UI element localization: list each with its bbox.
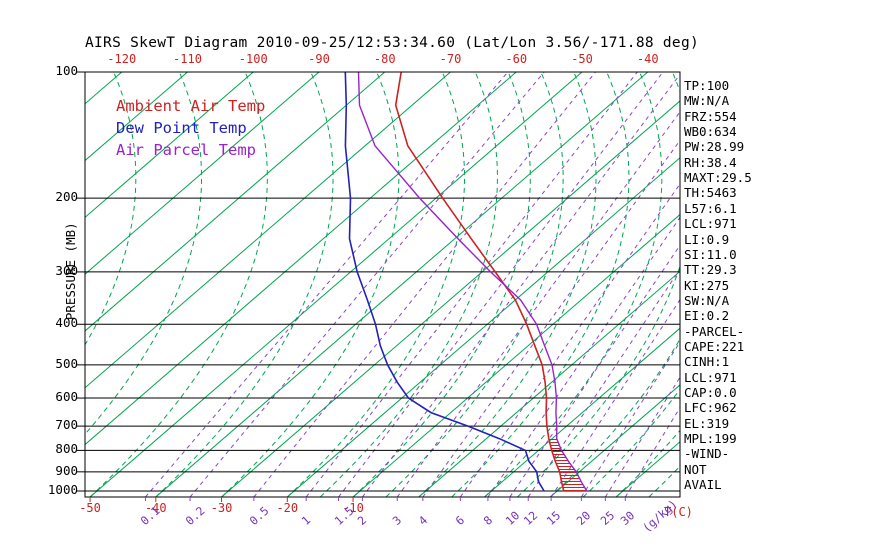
moist-adiabat-lines <box>85 72 680 497</box>
pressure-tick-label: 500 <box>55 355 78 371</box>
pressure-tick-label: 100 <box>55 63 78 78</box>
top-temp-label: -100 <box>238 52 268 66</box>
stat-line: LFC:962 <box>684 400 737 416</box>
top-temp-label: -80 <box>373 52 396 66</box>
top-temp-label: -60 <box>505 52 528 66</box>
stat-line: MAXT:29.5 <box>684 170 752 186</box>
pressure-tick-label: 200 <box>55 189 78 205</box>
chart-title: AIRS SkewT Diagram 2010-09-25/12:53:34.6… <box>85 35 700 51</box>
bottom-temp-label: -50 <box>79 501 101 515</box>
stat-line: LCL:971 <box>684 369 737 385</box>
stat-line: TT:29.3 <box>684 262 737 278</box>
stat-line: LCL:971 <box>684 216 737 232</box>
cape-hatch-region <box>548 438 587 491</box>
stat-line: EI:0.2 <box>684 308 730 324</box>
stat-line: SW:N/A <box>684 292 730 308</box>
bottom-temp-label: -10 <box>342 501 364 515</box>
top-temp-label: -40 <box>636 52 659 66</box>
pressure-tick-label: 600 <box>55 389 78 405</box>
stat-line: TH:5463 <box>684 185 737 201</box>
stat-line: LI:0.9 <box>684 231 730 247</box>
pressure-tick-label: 700 <box>55 417 78 433</box>
stat-line: KI:275 <box>684 277 730 293</box>
stat-line: L57:6.1 <box>684 200 737 216</box>
pressure-tick-label: 800 <box>55 441 78 457</box>
pressure-tick-label: 300 <box>55 262 78 278</box>
stat-line: -PARCEL- <box>684 323 745 339</box>
stat-line: TP:100 <box>684 78 730 93</box>
stat-line: -WIND- <box>684 446 730 462</box>
top-temp-label: -90 <box>308 52 330 66</box>
bottom-temp-label: -40 <box>144 501 167 515</box>
stat-line: FRZ:554 <box>684 108 737 124</box>
stat-line: CAP:0.0 <box>684 385 737 400</box>
top-temp-label: -110 <box>173 52 202 66</box>
stat-line: SI:11.0 <box>684 246 737 262</box>
stat-line: WB0:634 <box>684 124 737 140</box>
legend: Ambient Air Temp Dew Point Temp Air Parc… <box>116 95 265 161</box>
stat-line: CAPE:221 <box>684 338 745 354</box>
legend-air-parcel-temp: Air Parcel Temp <box>116 141 256 159</box>
ambient-temp-curve <box>394 72 565 492</box>
dew-point-curve <box>344 72 545 492</box>
stat-line: PW:28.99 <box>684 139 745 155</box>
bottom-temp-label: -30 <box>210 501 233 515</box>
stat-line: NOT <box>684 461 707 477</box>
axis-ticks <box>77 71 626 502</box>
stat-line: EL:319 <box>684 415 730 431</box>
legend-dew-point-temp: Dew Point Temp <box>116 119 247 137</box>
pressure-tick-label: 900 <box>55 462 78 478</box>
pressure-tick-label: 1000 <box>47 482 78 497</box>
top-temp-label: -120 <box>107 52 137 66</box>
top-temp-label: -70 <box>439 52 462 66</box>
air-parcel-curve <box>357 72 588 492</box>
legend-ambient-air-temp: Ambient Air Temp <box>116 97 266 115</box>
bottom-temp-label: -20 <box>276 501 299 515</box>
plot-border <box>84 71 681 498</box>
temp-unit-label: T(C) <box>664 505 693 519</box>
stat-line: MW:N/A <box>684 93 730 109</box>
top-temp-label: -50 <box>571 52 593 66</box>
stat-line: RH:38.4 <box>684 154 737 170</box>
stat-line: CINH:1 <box>684 354 730 370</box>
stat-line: AVAIL <box>684 477 722 493</box>
pressure-tick-label: 400 <box>55 315 78 331</box>
stat-line: MPL:199 <box>684 431 737 447</box>
